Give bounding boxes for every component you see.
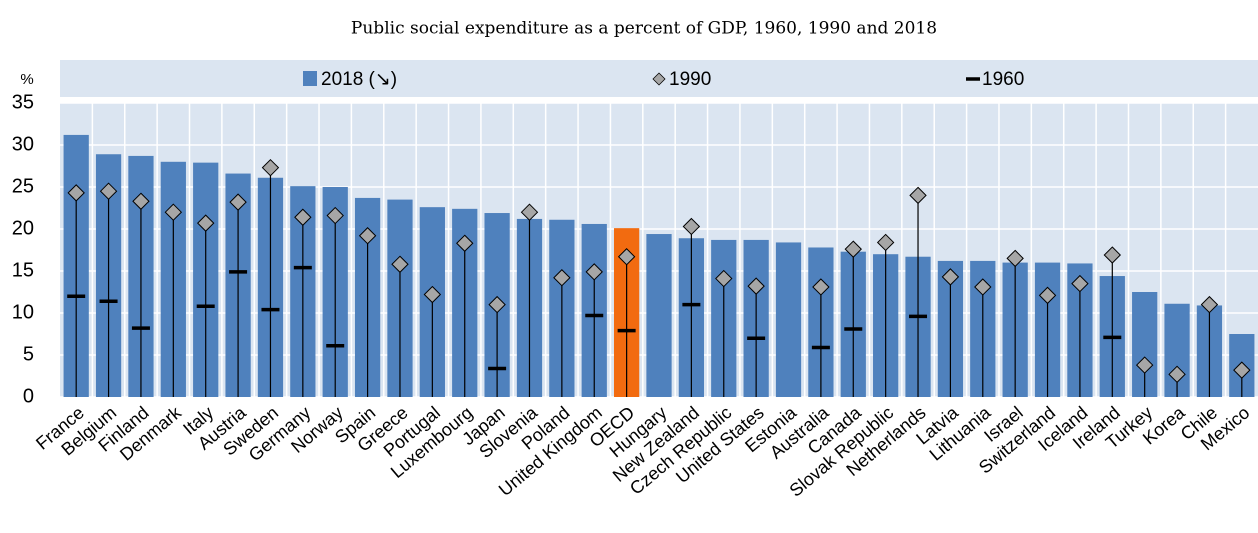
diamond <box>682 217 701 236</box>
diamond <box>196 214 215 232</box>
legend-label: 1960 <box>982 69 1024 90</box>
diamond <box>1168 365 1186 384</box>
diamond <box>652 72 666 86</box>
diamond <box>585 263 603 281</box>
diamond <box>812 278 830 296</box>
diamond <box>164 203 183 221</box>
diamond <box>1200 295 1219 314</box>
y-tick-label: 30 <box>12 133 34 155</box>
diamond <box>844 240 862 258</box>
diamond <box>294 208 312 226</box>
diamond <box>520 203 539 221</box>
diamond <box>391 255 409 273</box>
diamond <box>67 184 85 202</box>
y-axis-label: % <box>20 71 33 88</box>
diamond <box>1006 249 1024 268</box>
diamond <box>747 277 765 295</box>
legend-label: 2018 (↘) <box>321 69 397 90</box>
bar <box>775 242 802 397</box>
diamond <box>909 186 927 205</box>
diamond <box>1103 246 1122 264</box>
diamond <box>326 206 344 225</box>
diamond <box>617 248 636 266</box>
y-tick-label: 0 <box>23 385 34 407</box>
legend-swatch <box>303 71 317 86</box>
diamond <box>358 227 377 245</box>
legend-label: 1990 <box>669 69 711 90</box>
diamond <box>974 278 992 296</box>
diamond <box>1135 356 1154 374</box>
y-tick-label: 35 <box>12 91 34 113</box>
y-tick-label: 25 <box>12 175 34 197</box>
diamond <box>876 233 895 252</box>
diamond <box>229 193 247 211</box>
diamond <box>1038 286 1057 305</box>
y-tick-label: 5 <box>23 343 34 365</box>
chart-title: Public social expenditure as a percent o… <box>351 19 937 39</box>
y-tick-label: 15 <box>12 259 34 281</box>
y-tick-label: 20 <box>12 217 34 239</box>
diamond <box>553 269 571 287</box>
diamond <box>1071 274 1089 293</box>
bar <box>646 234 672 397</box>
diamond <box>456 234 474 252</box>
diamond <box>941 268 960 286</box>
diamond <box>1233 361 1251 379</box>
diamond <box>715 269 733 288</box>
diamond <box>488 295 506 314</box>
diamond <box>99 182 118 200</box>
diamond <box>261 158 280 177</box>
diamond <box>423 285 442 304</box>
y-tick-label: 10 <box>12 301 34 323</box>
diamond <box>132 192 150 210</box>
